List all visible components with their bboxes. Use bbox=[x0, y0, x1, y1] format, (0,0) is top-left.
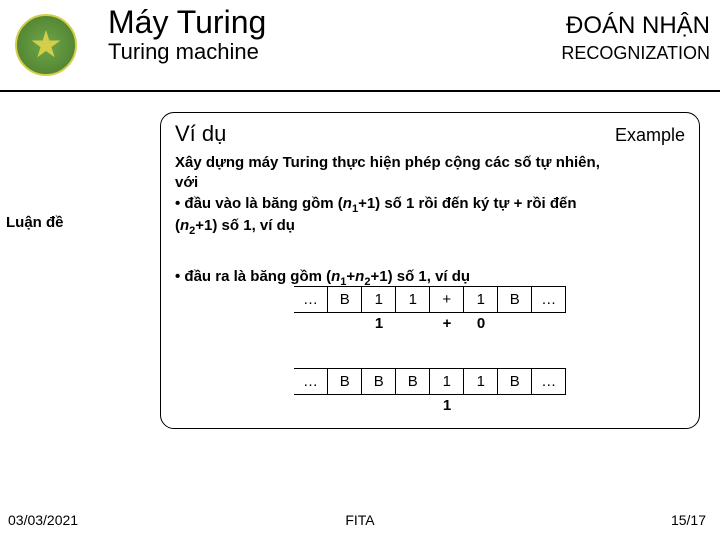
below-cell: + bbox=[430, 315, 464, 332]
below-cell bbox=[294, 397, 328, 414]
logo-icon bbox=[15, 14, 77, 76]
tape-cell: … bbox=[294, 369, 328, 395]
p2-b: + bbox=[346, 268, 355, 285]
footer-page: 15/17 bbox=[671, 512, 706, 528]
subtitle-left: Turing machine bbox=[108, 39, 259, 65]
tape-cell: + bbox=[430, 287, 464, 313]
below-cell bbox=[362, 397, 396, 414]
below-cell: 1 bbox=[362, 315, 396, 332]
tape-cell: … bbox=[532, 287, 566, 313]
footer-date: 03/03/2021 bbox=[8, 512, 78, 528]
p1-line3b: +1) số 1 rồi đến ký tự + rồi đến bbox=[358, 195, 576, 212]
tape-cell: B bbox=[328, 287, 362, 313]
p2-c: +1) số 1, ví dụ bbox=[370, 268, 470, 285]
title-block: Máy Turing ĐOÁN NHẬN Turing machine RECO… bbox=[92, 0, 720, 92]
p1-line3a: • đầu vào là băng gồm ( bbox=[175, 195, 343, 212]
subtitle-row: Turing machine RECOGNIZATION bbox=[108, 39, 710, 65]
side-column: Luận đề bbox=[0, 92, 92, 540]
tape-2-wrap: … B B B 1 1 B … bbox=[175, 368, 685, 395]
below-cell bbox=[464, 397, 498, 414]
title-main: Máy Turing bbox=[108, 4, 266, 41]
p2-n1: n bbox=[331, 268, 340, 285]
p1-n2: n bbox=[180, 217, 189, 234]
box-header-right: Example bbox=[615, 125, 685, 146]
below-cell bbox=[396, 315, 430, 332]
p2-a: • đầu ra là băng gồm ( bbox=[175, 268, 331, 285]
tape-cell: B bbox=[328, 369, 362, 395]
tape-cell: 1 bbox=[464, 287, 498, 313]
logo-container bbox=[0, 0, 92, 92]
tape-1-row: … B 1 1 + 1 B … bbox=[294, 287, 566, 313]
below-cell bbox=[532, 397, 566, 414]
below-cell bbox=[294, 315, 328, 332]
below-cell bbox=[532, 315, 566, 332]
example-box: Ví dụ Example Xây dựng máy Turing thực h… bbox=[160, 112, 700, 429]
p1-line2: với bbox=[175, 174, 198, 191]
paragraph-1: Xây dựng máy Turing thực hiện phép cộng … bbox=[175, 153, 685, 239]
below-cell bbox=[328, 315, 362, 332]
tape-cell: 1 bbox=[430, 369, 464, 395]
box-header: Ví dụ Example bbox=[175, 121, 685, 149]
logo-star-icon bbox=[31, 30, 61, 60]
tape-cell: B bbox=[362, 369, 396, 395]
p1-n1: n bbox=[343, 195, 352, 212]
footer-center: FITA bbox=[345, 512, 374, 528]
title-right: ĐOÁN NHẬN bbox=[566, 12, 710, 40]
below-cell bbox=[498, 315, 532, 332]
tape-cell: 1 bbox=[396, 287, 430, 313]
tape-cell: 1 bbox=[362, 287, 396, 313]
below-cell: 0 bbox=[464, 315, 498, 332]
tape-1-wrap: … B 1 1 + 1 B … bbox=[175, 286, 685, 313]
tape-cell: B bbox=[498, 369, 532, 395]
tape-2-below: 1 bbox=[175, 397, 685, 414]
p2-n2: n bbox=[355, 268, 364, 285]
below-cell: 1 bbox=[430, 397, 464, 414]
tape-cell: B bbox=[396, 369, 430, 395]
p1-line1: Xây dựng máy Turing thực hiện phép cộng … bbox=[175, 154, 600, 171]
title-row: Máy Turing ĐOÁN NHẬN bbox=[108, 4, 710, 41]
tape-cell: … bbox=[532, 369, 566, 395]
main-column: Ví dụ Example Xây dựng máy Turing thực h… bbox=[92, 92, 720, 540]
below-cell bbox=[396, 397, 430, 414]
side-label: Luận đề bbox=[6, 214, 64, 231]
tape-cell: 1 bbox=[464, 369, 498, 395]
footer: 03/03/2021 FITA 15/17 bbox=[0, 512, 720, 528]
below-cell bbox=[328, 397, 362, 414]
subtitle-right: RECOGNIZATION bbox=[561, 43, 710, 64]
tape-1: … B 1 1 + 1 B … bbox=[294, 286, 567, 313]
tape-2: … B B B 1 1 B … bbox=[294, 368, 567, 395]
tape-cell: … bbox=[294, 287, 328, 313]
header: Máy Turing ĐOÁN NHẬN Turing machine RECO… bbox=[0, 0, 720, 92]
tape-2-row: … B B B 1 1 B … bbox=[294, 369, 566, 395]
tape-cell: B bbox=[498, 287, 532, 313]
p1-line4b: +1) số 1, ví dụ bbox=[195, 217, 295, 234]
body: Luận đề Ví dụ Example Xây dựng máy Turin… bbox=[0, 92, 720, 540]
box-header-left: Ví dụ bbox=[175, 121, 226, 147]
below-cell bbox=[498, 397, 532, 414]
tape-1-below: 1 + 0 bbox=[175, 315, 685, 332]
